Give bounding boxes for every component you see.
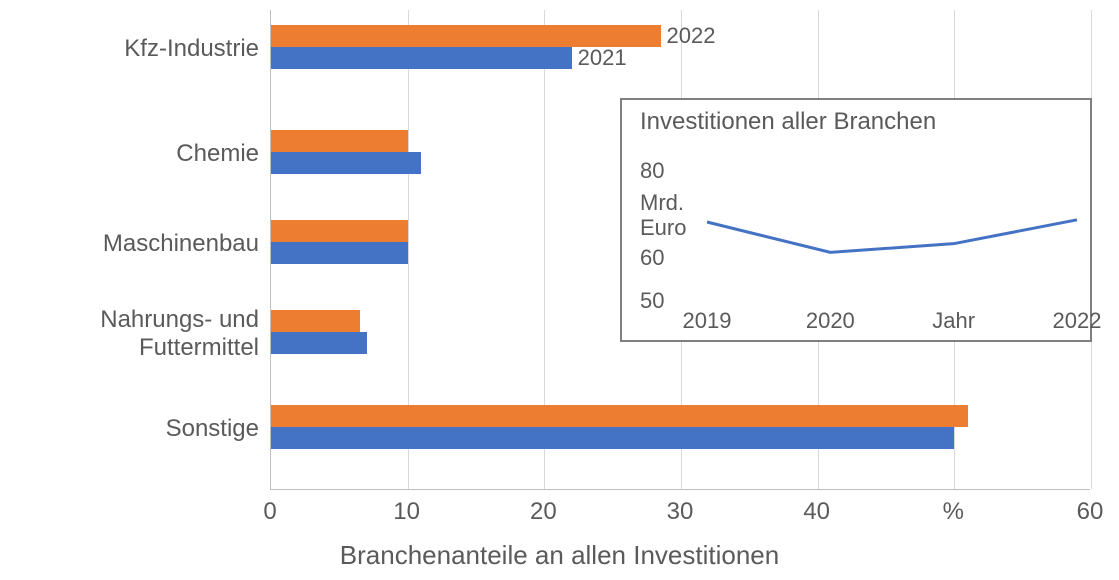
- x-tick-label: 10: [393, 498, 420, 526]
- x-tick-label: 60: [1077, 498, 1104, 526]
- inset-x-tick-label: Jahr: [932, 308, 975, 334]
- bar-2021: [271, 242, 408, 264]
- inset-x-tick-label: 2022: [1053, 308, 1102, 334]
- bar-2021: [271, 152, 421, 174]
- inset-x-tick-label: 2019: [683, 308, 732, 334]
- category-label: Kfz-Industrie: [124, 35, 259, 63]
- bar-2022: [271, 310, 360, 332]
- category-label: Chemie: [176, 140, 259, 168]
- bar-2021: [271, 332, 367, 354]
- inset-chart: Investitionen aller Branchen 80Mrd.Euro6…: [620, 98, 1092, 342]
- series-label-2021: 2021: [578, 45, 627, 71]
- bar-2022: [271, 405, 968, 427]
- bar-2021: [271, 47, 572, 69]
- x-tick-label: 0: [263, 498, 276, 526]
- chart-container: 2022 2021 Kfz-Industrie Chemie Maschinenbau…: [0, 0, 1119, 580]
- inset-line: [707, 220, 1077, 252]
- category-label: Nahrungs- undFuttermittel: [100, 306, 259, 361]
- x-tick-label: 40: [803, 498, 830, 526]
- x-tick-label: 30: [667, 498, 694, 526]
- series-label-2022: 2022: [667, 23, 716, 49]
- category-label: Maschinenbau: [103, 230, 259, 258]
- x-tick-label: 20: [530, 498, 557, 526]
- inset-y-tick-label: 80: [640, 159, 664, 183]
- inset-x-tick-label: 2020: [806, 308, 855, 334]
- bar-2021: [271, 427, 954, 449]
- category-label: Sonstige: [166, 415, 259, 443]
- bar-2022: [271, 220, 408, 242]
- bar-2022: [271, 25, 661, 47]
- x-axis-title: Branchenanteile an allen Investitionen: [0, 540, 1119, 571]
- bar-2022: [271, 130, 408, 152]
- inset-y-tick-label: 50: [640, 289, 664, 313]
- x-tick-label: %: [943, 498, 964, 526]
- inset-y-tick-label: Mrd.Euro: [640, 191, 686, 239]
- inset-y-tick-label: 60: [640, 246, 664, 270]
